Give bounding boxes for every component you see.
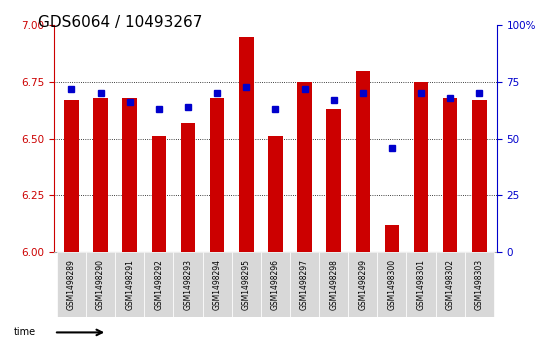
Bar [93,98,108,252]
FancyBboxPatch shape [465,252,494,317]
Bar [123,98,137,252]
Bar [414,82,428,252]
Text: GSM1498296: GSM1498296 [271,259,280,310]
Text: GSM1498295: GSM1498295 [242,259,251,310]
Bar [239,37,254,252]
Text: GDS6064 / 10493267: GDS6064 / 10493267 [38,15,202,29]
Text: GSM1498303: GSM1498303 [475,259,484,310]
Bar [181,123,195,252]
Bar [152,136,166,252]
FancyBboxPatch shape [86,252,115,317]
Text: GSM1498294: GSM1498294 [213,259,221,310]
FancyBboxPatch shape [407,252,436,317]
FancyBboxPatch shape [377,252,407,317]
Bar [210,98,225,252]
FancyBboxPatch shape [436,252,465,317]
Text: GSM1498301: GSM1498301 [416,259,426,310]
Bar [443,98,457,252]
Bar [355,71,370,252]
FancyBboxPatch shape [202,252,232,317]
Bar [384,225,399,252]
FancyBboxPatch shape [144,252,173,317]
FancyBboxPatch shape [348,252,377,317]
Bar [326,109,341,252]
Text: time: time [14,327,36,338]
FancyBboxPatch shape [232,252,261,317]
Text: GSM1498291: GSM1498291 [125,259,134,310]
Text: GSM1498300: GSM1498300 [387,259,396,310]
Text: GSM1498302: GSM1498302 [446,259,455,310]
FancyBboxPatch shape [261,252,290,317]
FancyBboxPatch shape [290,252,319,317]
Bar [268,136,282,252]
Text: GSM1498297: GSM1498297 [300,259,309,310]
Text: GSM1498293: GSM1498293 [184,259,192,310]
Bar [297,82,312,252]
FancyBboxPatch shape [57,252,86,317]
Text: GSM1498292: GSM1498292 [154,259,164,310]
Bar [64,100,79,252]
FancyBboxPatch shape [319,252,348,317]
FancyBboxPatch shape [115,252,144,317]
Bar [472,100,487,252]
Text: GSM1498298: GSM1498298 [329,259,338,310]
Text: GSM1498299: GSM1498299 [359,259,367,310]
Text: GSM1498290: GSM1498290 [96,259,105,310]
Text: GSM1498289: GSM1498289 [67,259,76,310]
FancyBboxPatch shape [173,252,202,317]
